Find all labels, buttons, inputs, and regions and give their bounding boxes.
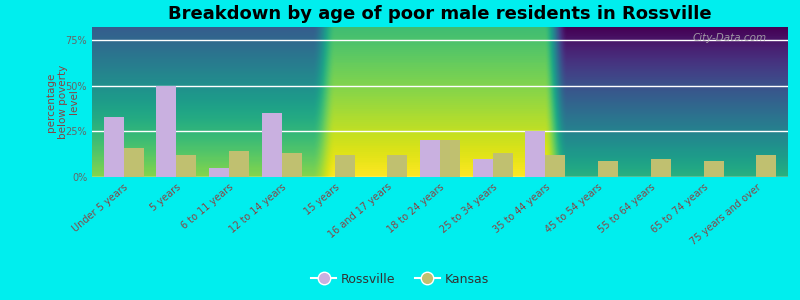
Bar	[420, 140, 440, 177]
Bar	[387, 155, 407, 177]
Bar	[104, 117, 124, 177]
Bar	[229, 152, 249, 177]
Y-axis label: percentage
below poverty
level: percentage below poverty level	[46, 65, 79, 139]
Bar	[282, 153, 302, 177]
Bar	[334, 155, 354, 177]
Bar	[209, 168, 229, 177]
Bar	[156, 85, 176, 177]
Bar	[493, 153, 513, 177]
Bar	[651, 159, 671, 177]
Bar	[756, 155, 777, 177]
Legend: Rossville, Kansas: Rossville, Kansas	[306, 268, 494, 291]
Bar	[124, 148, 144, 177]
Bar	[546, 155, 566, 177]
Bar	[526, 131, 546, 177]
Title: Breakdown by age of poor male residents in Rossville: Breakdown by age of poor male residents …	[168, 5, 712, 23]
Bar	[598, 160, 618, 177]
Text: City-Data.com: City-Data.com	[693, 33, 767, 43]
Bar	[176, 155, 197, 177]
Bar	[704, 160, 724, 177]
Bar	[440, 140, 460, 177]
Bar	[262, 113, 282, 177]
Bar	[473, 159, 493, 177]
